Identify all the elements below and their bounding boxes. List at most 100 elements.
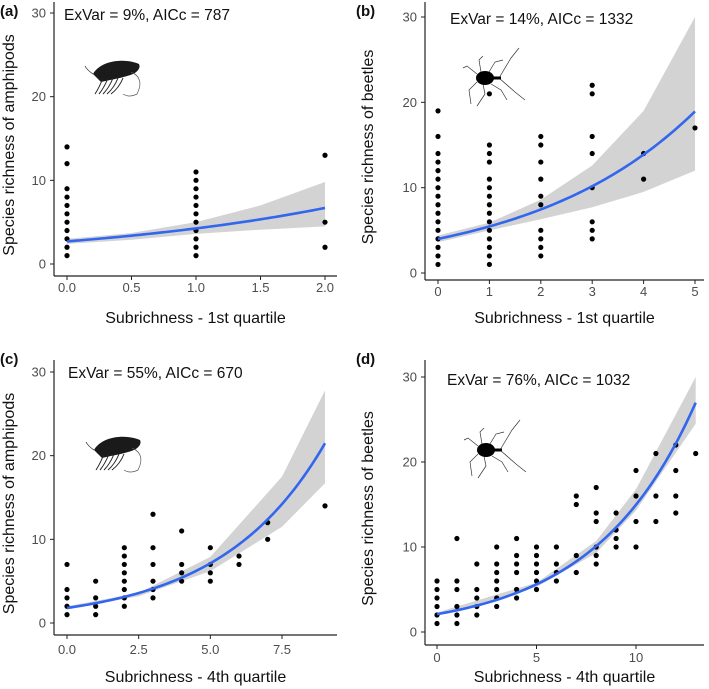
y-axis-title: Species richness of amphipods <box>1 34 18 255</box>
panel-a: 0 10 20 30 0.0 0.5 1.0 1.5 2.0 Subrichness - 1st … <box>0 2 337 327</box>
data-point <box>538 236 544 242</box>
data-point <box>673 493 679 499</box>
y-tick-label: 0 <box>39 257 46 272</box>
data-point <box>179 570 185 576</box>
data-point <box>64 612 70 618</box>
data-point <box>613 510 619 516</box>
data-point <box>179 528 185 534</box>
data-point <box>538 133 544 140</box>
data-point <box>514 552 520 559</box>
data-point <box>121 561 127 568</box>
data-point <box>193 177 199 183</box>
data-point <box>193 202 199 209</box>
model-annotation: ExVar = 9%, AICc = 787 <box>64 7 230 24</box>
x-tick-label: 5.0 <box>201 642 219 657</box>
data-point <box>435 193 441 199</box>
y-tick-label: 20 <box>32 89 46 104</box>
y-tick-label: 0 <box>410 625 417 640</box>
data-point <box>435 210 441 216</box>
y-tick-label: 30 <box>403 10 417 25</box>
data-point <box>653 493 659 499</box>
beetle-icon <box>462 47 526 107</box>
amphipod-icon <box>85 436 142 473</box>
model-annotation: ExVar = 55%, AICc = 670 <box>68 365 243 382</box>
data-point <box>533 569 540 576</box>
data-point <box>93 578 99 584</box>
x-axis-title: Subrichness - 1st quartile <box>105 310 286 327</box>
data-point <box>589 236 595 242</box>
panel-label: (a) <box>0 3 18 20</box>
data-point <box>486 253 492 259</box>
data-point <box>435 261 441 268</box>
x-tick-label: 5 <box>533 650 540 665</box>
data-point <box>533 552 540 559</box>
data-point <box>514 535 520 542</box>
data-point <box>673 467 679 474</box>
data-point <box>179 561 185 568</box>
confidence-band <box>67 182 325 244</box>
beetle-icon <box>463 419 527 479</box>
data-point <box>692 125 698 131</box>
data-point <box>64 194 70 200</box>
x-tick-label: 0 <box>433 650 440 665</box>
y-tick-label: 10 <box>403 540 417 555</box>
data-point <box>150 578 156 584</box>
x-tick-label: 7.5 <box>273 642 291 657</box>
data-point <box>193 169 199 175</box>
x-tick-label: 0.0 <box>58 280 76 295</box>
y-tick-label: 10 <box>32 532 46 547</box>
data-point <box>633 467 639 474</box>
data-point <box>454 620 460 627</box>
data-point <box>633 518 639 525</box>
data-point <box>533 561 540 567</box>
data-point <box>538 227 544 233</box>
data-point <box>486 142 492 148</box>
data-point <box>494 561 500 567</box>
panel-label: (c) <box>0 351 18 368</box>
data-point <box>593 510 599 516</box>
data-point <box>454 578 460 584</box>
data-point <box>435 133 441 140</box>
data-point <box>121 603 127 609</box>
data-point <box>486 91 492 97</box>
fit-line <box>437 110 696 241</box>
data-point <box>121 545 127 551</box>
data-point <box>486 210 492 216</box>
data-point <box>64 244 70 250</box>
data-point <box>434 603 440 610</box>
data-point <box>553 544 560 550</box>
data-point <box>435 176 441 182</box>
y-tick-label: 20 <box>403 455 417 470</box>
data-point <box>533 586 540 593</box>
data-point <box>121 570 127 576</box>
data-point <box>494 586 500 593</box>
x-tick-label: 10 <box>629 650 643 665</box>
data-point <box>613 535 619 542</box>
data-point <box>434 620 440 627</box>
data-point <box>93 612 99 618</box>
data-point <box>64 202 70 209</box>
data-point <box>613 544 619 550</box>
data-point <box>589 227 595 233</box>
data-point <box>435 108 441 114</box>
data-point <box>150 511 156 517</box>
y-tick-label: 30 <box>32 6 46 21</box>
data-point <box>589 82 595 88</box>
data-point <box>236 553 242 559</box>
x-tick-label: 5 <box>691 284 698 299</box>
x-tick-label: 4 <box>640 284 647 299</box>
data-point <box>64 586 70 593</box>
data-point <box>573 552 579 559</box>
data-point <box>434 578 440 584</box>
x-tick-label: 1.5 <box>251 280 269 295</box>
panel-label: (d) <box>356 351 375 368</box>
y-tick-label: 10 <box>32 173 46 188</box>
data-point <box>434 586 440 593</box>
data-point <box>435 227 441 233</box>
data-point <box>150 545 156 551</box>
y-axis-title: Species richness of beetles <box>360 50 377 245</box>
data-point <box>454 612 460 618</box>
data-point <box>179 578 185 584</box>
data-point <box>486 261 492 268</box>
